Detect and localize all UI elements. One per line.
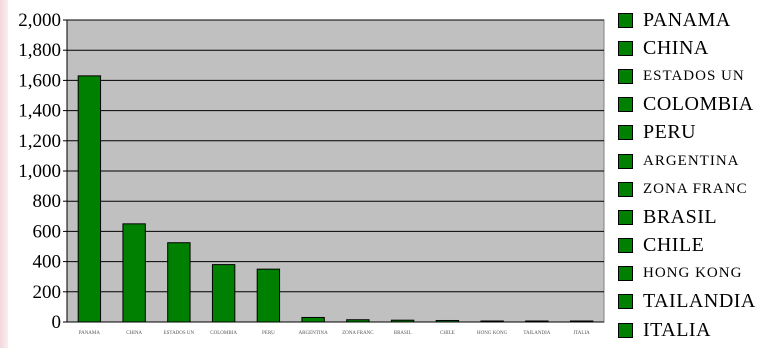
legend-label: ARGENTINA — [643, 152, 740, 169]
legend-swatch — [618, 294, 633, 310]
legend-swatch — [618, 153, 633, 169]
x-category-label: ZONA FRANC — [342, 331, 374, 336]
legend-item: HONG KONG — [618, 260, 769, 288]
bars — [77, 75, 594, 323]
y-tick-label: 200 — [33, 282, 62, 303]
x-category-label: PANAMA — [79, 331, 101, 336]
y-tick-label: 600 — [33, 221, 62, 242]
y-tick-label: 800 — [33, 191, 62, 212]
legend-swatch — [618, 181, 633, 197]
legend-item: COLOMBIA — [618, 91, 769, 119]
bar-colombia — [211, 264, 236, 323]
legend-label: HONG KONG — [643, 265, 743, 282]
legend-item: CHILE — [618, 232, 769, 260]
y-tick-label: 1,000 — [18, 161, 61, 182]
legend-swatch — [618, 97, 633, 113]
legend-item: ZONA FRANC — [618, 175, 769, 203]
legend-label: PANAMA — [643, 8, 731, 31]
x-category-label: ARGENTINA — [299, 331, 329, 336]
legend-swatch — [618, 12, 633, 28]
bar-panama — [77, 75, 102, 323]
y-axis-ticks: 0 200 400 600 800 1,000 1,200 1,400 1,600 1,800 2,… — [18, 10, 67, 333]
legend-swatch — [618, 238, 633, 254]
legend-label: ITALIA — [643, 318, 712, 341]
legend-item: PANAMA — [618, 6, 769, 34]
y-tick-label: 0 — [52, 312, 62, 333]
grid-lines — [67, 19, 604, 293]
legend-item: CHINA — [618, 34, 769, 62]
bar-chart: 0 200 400 600 800 1,000 1,200 1,400 1,600 1,800 2,… — [18, 10, 605, 336]
bar-argentina — [301, 316, 325, 323]
legend-swatch — [618, 68, 633, 84]
x-category-label: BRASIL — [394, 331, 412, 336]
legend-label: PERU — [643, 121, 697, 144]
legend-label: ZONA FRANC — [643, 180, 748, 197]
legend-label: CHILE — [643, 234, 705, 257]
legend-item: PERU — [618, 119, 769, 147]
legend-label: ESTADOS UN — [643, 67, 745, 84]
legend-item: ITALIA — [618, 316, 769, 344]
x-category-label: CHILE — [440, 331, 455, 336]
x-category-label: HONG KONG — [477, 331, 508, 336]
legend-swatch — [618, 209, 633, 225]
x-axis-category-labels: PANAMA CHINA ESTADOS UN COLOMBIA PERU ARGENTI… — [79, 331, 590, 336]
y-tick-label: 1,400 — [18, 101, 61, 122]
bar-peru — [256, 268, 281, 323]
legend-swatch — [618, 125, 633, 141]
legend-label: TAILANDIA — [643, 290, 756, 313]
legend-item: ESTADOS UN — [618, 62, 769, 90]
legend-item: TAILANDIA — [618, 288, 769, 316]
y-tick-label: 400 — [33, 252, 62, 273]
x-category-label: COLOMBIA — [210, 331, 237, 336]
bar-estados-un — [167, 242, 191, 323]
x-category-label: TAILANDIA — [523, 331, 550, 336]
x-category-label: CHINA — [126, 331, 142, 336]
left-edge-strip — [0, 0, 8, 348]
y-tick-label: 2,000 — [18, 10, 61, 31]
legend-item: ARGENTINA — [618, 147, 769, 175]
x-category-label: ESTADOS UN — [164, 331, 195, 336]
x-category-label: ITALIA — [573, 331, 590, 336]
legend-label: BRASIL — [643, 205, 718, 228]
legend: PANAMA CHINA ESTADOS UN COLOMBIA PERU ARGENTI… — [618, 6, 769, 344]
legend-swatch — [618, 322, 633, 338]
y-tick-label: 1,600 — [18, 70, 61, 91]
legend-label: COLOMBIA — [643, 93, 754, 116]
bar-china — [122, 223, 146, 323]
y-tick-label: 1,800 — [18, 40, 61, 61]
legend-label: CHINA — [643, 36, 709, 59]
x-category-label: PERU — [262, 331, 275, 336]
legend-swatch — [618, 266, 633, 282]
y-tick-label: 1,200 — [18, 131, 61, 152]
legend-swatch — [618, 40, 633, 56]
legend-item: BRASIL — [618, 203, 769, 231]
